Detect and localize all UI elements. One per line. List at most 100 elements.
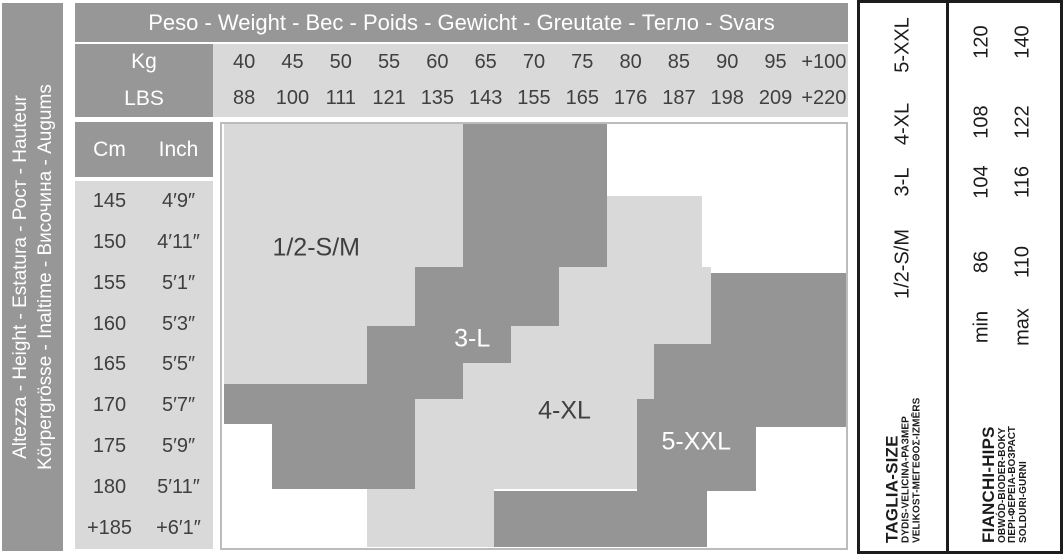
height-inch-value: 5′11″	[157, 476, 200, 499]
weight-value: 209	[758, 86, 793, 109]
size-region-5-xxl	[494, 490, 707, 548]
weight-value: 70	[522, 50, 546, 73]
taglia-size-section: TAGLIA-SIZE DYDIS-VELICINA-РАЗМЕР VELIKO…	[860, 3, 946, 551]
kg-values-row: 40 45 50 55 60 65 70 75 80 85 90 95 +100	[220, 44, 848, 80]
weight-value: 135	[420, 86, 455, 109]
hips-max-value: 140	[1011, 25, 1034, 59]
size-region-chart: 1/2-S/M 3-L 4-XL 5-XXL	[220, 122, 848, 550]
fianchi-hips-title: FIANCHI-HIPS	[978, 426, 998, 543]
hips-min-value: 108	[970, 105, 993, 139]
height-cm-value: 175	[92, 435, 127, 458]
size-region-3-l	[414, 266, 559, 327]
size-region-4-xl	[558, 266, 711, 327]
fianchi-hips-section: FIANCHI-HIPS OBWÓD-BIODER-BOKY ΠΕΡΙ-ΦΕΡΕ…	[949, 3, 1060, 551]
size-region-4-xl	[367, 488, 495, 548]
height-axis-label: Altezza - Height - Estatura - Рост - Hau…	[2, 3, 63, 551]
weight-value: 40	[233, 50, 256, 73]
height-row: 180 5′11″	[75, 467, 213, 508]
weight-value: 60	[426, 50, 449, 73]
weight-value: 50	[329, 50, 352, 73]
weight-value: 88	[233, 86, 256, 109]
size-hips-panel: TAGLIA-SIZE DYDIS-VELICINA-РАЗМЕР VELIKO…	[857, 0, 1063, 554]
size-region-4-xl	[606, 196, 702, 267]
size-region-1-2-s-m	[223, 124, 464, 267]
weight-value: 165	[565, 86, 599, 109]
panel-size-label: 1/2-S/M	[891, 228, 914, 300]
size-region-3-l	[223, 383, 464, 403]
size-region-1-2-s-m	[223, 266, 415, 327]
inch-unit-label: Inch	[158, 137, 199, 161]
weight-value: 65	[474, 50, 497, 73]
height-cm-value: 180	[92, 476, 127, 499]
height-cm-value: +185	[86, 517, 133, 540]
weight-value: 198	[710, 86, 744, 109]
hips-max-value: 122	[1011, 105, 1034, 139]
size-region-3-l	[367, 326, 512, 363]
height-cm-value: 170	[92, 394, 127, 417]
weight-value: 55	[377, 50, 401, 73]
fianchi-hips-subtitle3: SOLDURI-GURNI	[1017, 461, 1029, 543]
lbs-unit-label: LBS	[124, 86, 164, 110]
weight-values-band: 40 45 50 55 60 65 70 75 80 85 90 95 +100 88 100 111 121…	[213, 44, 848, 117]
hips-min-value: 86	[970, 250, 993, 274]
hips-min-value: 104	[970, 165, 993, 199]
panel-size-label: 4-XL	[891, 102, 914, 146]
size-region-4-xl	[414, 399, 638, 489]
size-region-5-xxl	[654, 343, 846, 400]
height-row: +185 +6′1″	[75, 508, 213, 549]
weight-value: 75	[571, 50, 594, 73]
taglia-size-title: TAGLIA-SIZE	[882, 435, 902, 543]
hips-max-value: 110	[1011, 246, 1034, 278]
height-inch-value: +6′1″	[156, 517, 201, 540]
weight-value: 80	[619, 50, 642, 73]
weight-value: 176	[613, 86, 648, 109]
size-region-1-2-s-m	[223, 326, 368, 384]
size-region-5-xxl	[637, 427, 756, 491]
max-label: max	[1011, 308, 1034, 346]
weight-value: 111	[325, 86, 356, 109]
size-region-4-xl	[511, 343, 655, 363]
size-region-label: 3-L	[454, 324, 491, 353]
weight-value: 45	[281, 50, 304, 73]
weight-value: 85	[667, 50, 691, 73]
weight-value: 121	[372, 86, 406, 109]
panel-divider	[946, 3, 949, 551]
size-region-3-l	[223, 402, 415, 425]
size-region-label: 5-XXL	[661, 427, 731, 456]
taglia-size-labels: TAGLIA-SIZE DYDIS-VELICINA-РАЗМЕР VELIKO…	[882, 398, 922, 543]
weight-value: +100	[801, 50, 847, 73]
height-cm-value: 155	[92, 271, 127, 294]
min-label: min	[970, 310, 993, 344]
weight-value: 187	[662, 86, 696, 109]
weight-axis-title: Peso - Weight - Вес - Poids - Gewicht - …	[148, 9, 775, 35]
height-inch-value: 4′11″	[157, 230, 200, 253]
height-row: 175 5′9″	[75, 426, 213, 467]
height-values-table: 145 4′9″ 150 4′11″ 155 5′1″ 160 5′3″ 165 5′5″ 170 5…	[75, 181, 213, 549]
weight-axis-header: Peso - Weight - Вес - Poids - Gewicht - …	[75, 3, 848, 42]
cm-unit-label: Cm	[93, 137, 126, 161]
height-inch-value: 4′9″	[161, 189, 196, 212]
height-cm-value: 165	[92, 353, 127, 376]
height-row: 170 5′7″	[75, 385, 213, 426]
hips-max-value: 116	[1011, 166, 1034, 198]
size-region-3-l	[463, 124, 607, 267]
lbs-values-row: 88 100 111 121 135 143 155 165 176 187 198 209 +220	[220, 80, 848, 116]
height-row: 165 5′5″	[75, 345, 213, 386]
height-inch-value: 5′7″	[161, 394, 196, 417]
size-region-3-l	[367, 362, 464, 384]
size-region-3-l	[271, 424, 415, 489]
fianchi-hips-labels: FIANCHI-HIPS OBWÓD-BIODER-BOKY ΠΕΡΙ-ΦΕΡΕ…	[978, 426, 1030, 543]
panel-size-label: 3-L	[891, 167, 914, 197]
weight-value: +220	[801, 86, 847, 109]
weight-value: 100	[275, 86, 310, 109]
hips-min-value: 120	[970, 25, 993, 59]
height-inch-value: 5′9″	[161, 435, 196, 458]
height-inch-value: 5′1″	[161, 271, 196, 294]
height-axis-strip: Altezza - Height - Estatura - Рост - Hau…	[2, 3, 63, 551]
height-inch-value: 5′3″	[161, 312, 196, 335]
height-cm-value: 145	[92, 189, 127, 212]
weight-unit-cell: Kg LBS	[75, 44, 213, 117]
weight-value: 155	[517, 86, 551, 109]
panel-size-label: 5-XXL	[891, 17, 914, 73]
